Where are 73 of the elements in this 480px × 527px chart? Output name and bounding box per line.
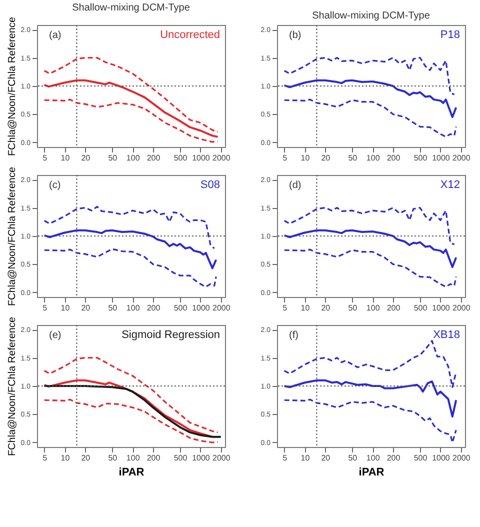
x-tick-label: 5: [42, 304, 48, 312]
x-axis-title: iPAR: [358, 466, 384, 478]
x-tick-label: 5: [42, 454, 48, 462]
x-tick-label: 500: [174, 454, 188, 462]
annotation: (d): [289, 180, 302, 191]
x-tick-label: 1000: [192, 304, 210, 312]
text: X12: [440, 179, 460, 191]
x-tick-label: 50: [108, 454, 118, 462]
x-tick-label: 500: [174, 304, 188, 312]
x-tick-label: 1000: [192, 454, 210, 462]
x-tick-label: 50: [348, 304, 358, 312]
x-tick-label: 500: [414, 304, 428, 312]
x-tick-label: 1000: [192, 154, 210, 162]
x-tick-label: 200: [386, 304, 401, 312]
y-axis-title: FChla@Noon/FChla Reference: [6, 16, 18, 156]
x-tick-label: 2000: [452, 304, 471, 312]
text: Sigmoid Regression: [122, 329, 220, 341]
x-tick-label: 100: [366, 154, 380, 162]
x-tick-label: 5: [282, 304, 288, 312]
x-tick-label: 100: [366, 454, 380, 462]
x-tick-label: 100: [126, 454, 140, 462]
x-tick-label: 20: [321, 304, 331, 312]
text: Uncorrected: [160, 29, 220, 41]
x-tick-label: 200: [386, 154, 401, 162]
y-axis-title: FChla@Noon/FChla Reference: [6, 316, 18, 456]
annotation: (e): [49, 330, 62, 341]
x-tick-label: 200: [146, 454, 161, 462]
x-tick-label: 10: [60, 304, 70, 312]
x-tick-label: 50: [108, 304, 118, 312]
x-tick-label: 100: [366, 304, 380, 312]
x-tick-label: 200: [386, 454, 401, 462]
x-tick-label: 50: [348, 454, 358, 462]
annotation: (f): [289, 330, 298, 341]
x-tick-label: 2000: [452, 454, 471, 462]
annotation: (a): [49, 30, 62, 41]
x-tick-label: 500: [414, 154, 428, 162]
x-tick-label: 10: [60, 154, 70, 162]
x-tick-label: 500: [174, 154, 188, 162]
x-tick-label: 5: [42, 154, 48, 162]
x-tick-label: 2000: [212, 304, 231, 312]
x-tick-label: 50: [348, 154, 358, 162]
x-tick-label: 200: [146, 304, 161, 312]
x-tick-label: 10: [60, 454, 70, 462]
x-tick-label: 2000: [212, 454, 231, 462]
x-tick-label: 20: [321, 454, 331, 462]
x-tick-label: 500: [414, 454, 428, 462]
x-tick-label: 200: [146, 154, 161, 162]
chart-title: Shallow-mixing DCM-Type: [312, 10, 430, 22]
text: S08: [200, 179, 220, 191]
x-tick-label: 2000: [212, 154, 231, 162]
x-axis-title: iPAR: [118, 466, 144, 478]
chart-title: Shallow-mixing DCM-Type: [72, 2, 190, 14]
text: XB18: [433, 329, 460, 341]
x-tick-label: 10: [300, 454, 310, 462]
x-tick-label: 1000: [432, 454, 450, 462]
x-tick-label: 10: [300, 154, 310, 162]
x-tick-label: 50: [108, 154, 118, 162]
x-tick-label: 1000: [432, 154, 450, 162]
x-tick-label: 20: [81, 304, 91, 312]
x-tick-label: 100: [126, 154, 140, 162]
x-tick-label: 100: [126, 304, 140, 312]
y-axis-title: FChla@Noon/FChla Reference: [6, 166, 18, 306]
annotation: (c): [49, 180, 61, 191]
x-tick-label: 2000: [452, 154, 471, 162]
x-tick-label: 5: [282, 154, 288, 162]
x-tick-label: 1000: [432, 304, 450, 312]
x-tick-label: 20: [81, 454, 91, 462]
x-tick-label: 10: [300, 304, 310, 312]
annotation: (b): [289, 30, 302, 41]
x-tick-label: 5: [282, 454, 288, 462]
x-tick-label: 20: [321, 154, 331, 162]
text: P18: [440, 29, 460, 41]
x-tick-label: 20: [81, 154, 91, 162]
